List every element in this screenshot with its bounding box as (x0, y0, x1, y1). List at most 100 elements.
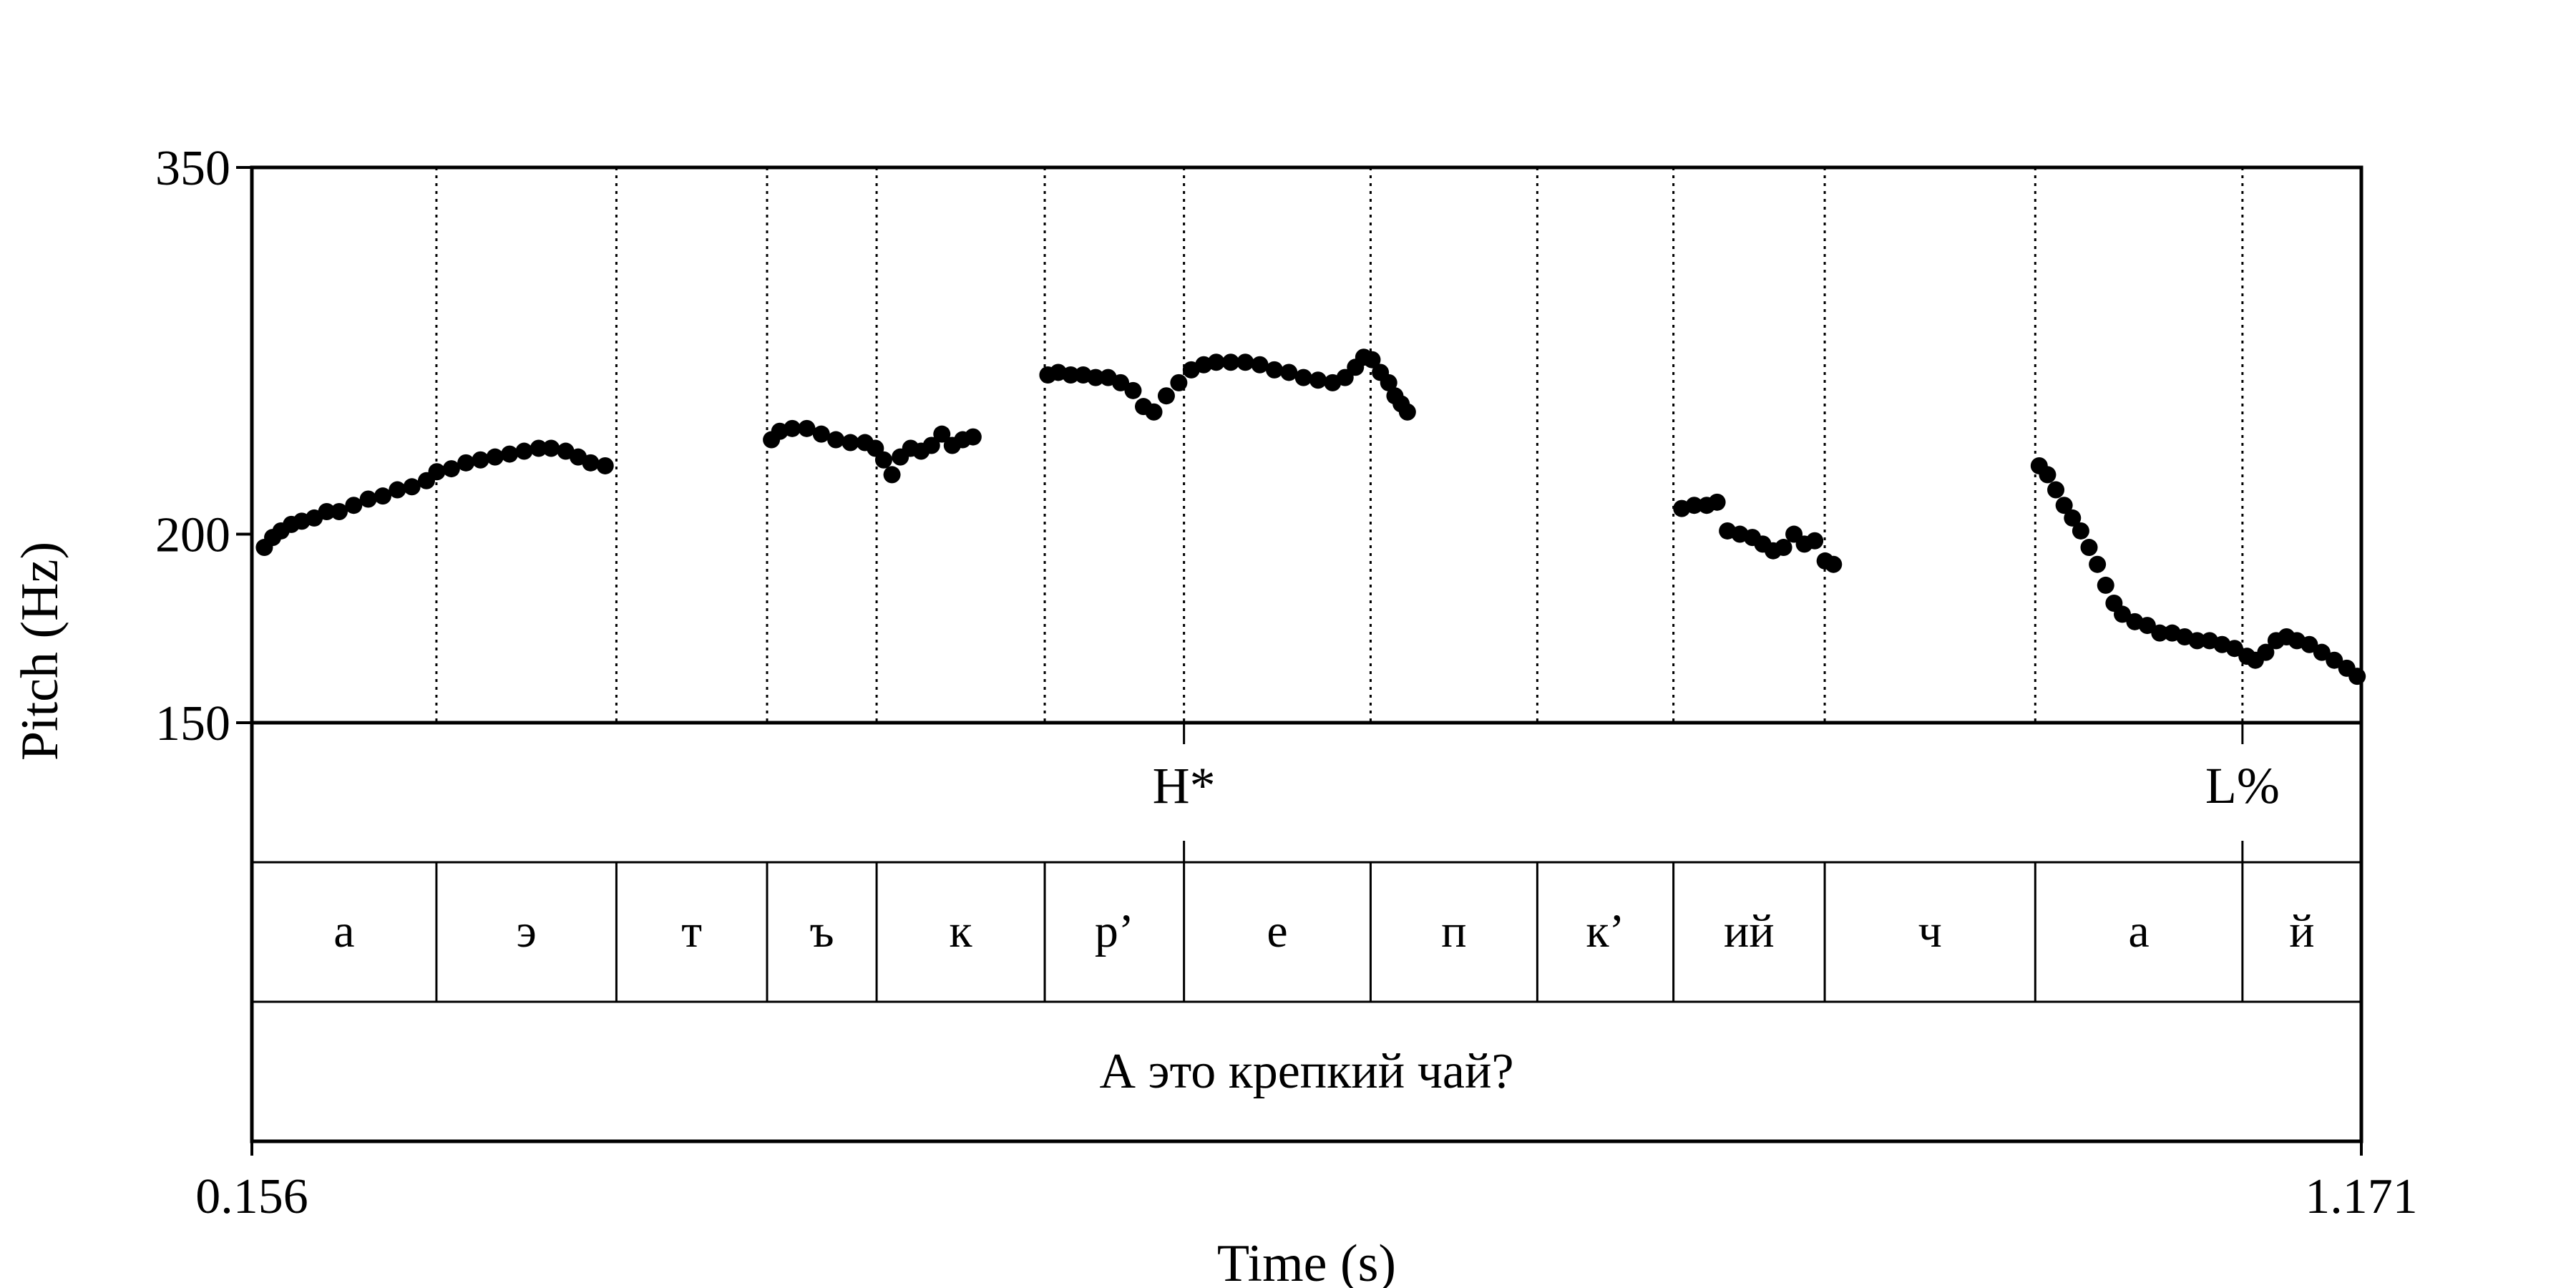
pitch-point (922, 436, 940, 454)
segment-label-1: э (517, 905, 537, 957)
y-tick-label-2: 150 (155, 696, 230, 751)
pitch-point (403, 478, 421, 496)
pitch-point (2301, 635, 2318, 653)
segment-label-9: ий (1724, 905, 1775, 957)
pitch-point (1294, 369, 1312, 386)
pitch-point (1170, 374, 1188, 391)
pitch-point (2080, 539, 2098, 557)
y-tick-label-0: 350 (155, 141, 230, 196)
pitch-point (1087, 369, 1105, 386)
pitch-point (542, 439, 560, 457)
pitch-point (827, 431, 845, 449)
tone-tier (250, 721, 2363, 864)
pitch-point (472, 451, 489, 469)
pitch-point (1280, 364, 1298, 381)
pitch-point (2089, 555, 2107, 573)
pitch-point (964, 428, 982, 446)
pitch-point (1265, 361, 1283, 379)
pitch-point (1708, 493, 1726, 511)
pitch-point (2113, 605, 2131, 623)
pitch-point (596, 457, 614, 474)
pitch-point (2064, 509, 2082, 527)
pitch-point (345, 497, 363, 514)
pitch-point (1825, 555, 1843, 573)
pitch-point (2138, 617, 2156, 635)
pitch-point (1363, 351, 1381, 369)
pitch-point (2326, 651, 2343, 669)
pitch-point (1775, 539, 1792, 557)
segment-label-11: а (2128, 905, 2149, 957)
x-axis-title: Time (s) (1217, 1234, 1396, 1288)
pitch-point (1398, 403, 1416, 421)
pitch-point (1062, 366, 1080, 384)
segment-label-12: й (2289, 905, 2314, 957)
pitch-point (2072, 522, 2089, 540)
x-tick-label-start: 0.156 (195, 1169, 308, 1224)
pitch-point (812, 425, 830, 443)
pitch-point (442, 460, 460, 478)
pitch-point (1685, 497, 1703, 514)
pitch-point (2047, 481, 2065, 499)
pitch-point (1124, 381, 1142, 399)
pitch-point (501, 445, 519, 463)
pitch-point (1157, 387, 1175, 405)
tone-label-0: H* (1153, 757, 1216, 814)
segment-label-8: к’ (1586, 905, 1624, 957)
y-axis-ticks: 350 200 150 (155, 141, 252, 751)
pitch-point (933, 425, 951, 443)
pitch-point (486, 448, 504, 466)
pitch-point (374, 487, 391, 505)
pitch-point (515, 442, 533, 460)
sentence-label: А это крепкий чай? (1099, 1044, 1513, 1099)
pitch-point (389, 481, 406, 499)
pitch-point (2097, 576, 2114, 594)
pitch-point (2313, 643, 2331, 661)
pitch-point (2188, 632, 2206, 650)
pitch-points (255, 348, 2366, 686)
pitch-point (1806, 532, 1824, 550)
pitch-point (330, 503, 348, 521)
pitch-point (874, 451, 892, 469)
pitch-point (883, 466, 901, 484)
pitch-point (2257, 643, 2275, 661)
pitch-point (1251, 356, 1269, 374)
segment-label-10: ч (1918, 905, 1942, 957)
pitch-point (798, 419, 816, 437)
pitch-point (359, 490, 377, 508)
y-axis-title: Pitch (Hz) (11, 542, 69, 761)
segment-label-5: р’ (1095, 905, 1134, 957)
pitch-point (1236, 353, 1254, 371)
pitch-point (2055, 497, 2073, 514)
segment-tier (250, 861, 2363, 1003)
pitch-point (2151, 624, 2169, 642)
pitch-point (784, 419, 801, 437)
segment-labels: а э т ъ к р’ е п к’ ий ч а й (333, 905, 2314, 957)
segment-label-7: п (1441, 905, 1466, 957)
segment-label-0: а (333, 905, 354, 957)
pitch-point (457, 454, 475, 472)
pitch-point (1145, 403, 1163, 421)
pitch-point (1112, 374, 1130, 391)
pitch-point (2225, 640, 2243, 658)
pitch-point (2039, 466, 2057, 484)
tone-label-1: L% (2205, 757, 2280, 814)
segment-boundaries (435, 167, 2244, 1002)
x-tick-label-end: 1.171 (2305, 1169, 2418, 1224)
figure-outer-border (250, 165, 2363, 1143)
pitch-point (1207, 353, 1225, 371)
segment-label-4: к (950, 905, 973, 957)
tone-labels: H* L% (1153, 757, 2280, 814)
y-tick-label-1: 200 (155, 508, 230, 563)
pitch-point (318, 503, 336, 521)
pitch-point (1380, 374, 1397, 391)
pitch-point (1221, 353, 1239, 371)
pitch-point (841, 434, 859, 452)
segment-label-2: т (681, 905, 702, 957)
pitch-point (2348, 668, 2366, 686)
pitch-point (428, 463, 446, 481)
segment-label-3: ъ (809, 905, 834, 957)
pitch-point (1309, 371, 1327, 389)
pitch-point (530, 439, 547, 457)
segment-label-6: е (1267, 905, 1287, 957)
